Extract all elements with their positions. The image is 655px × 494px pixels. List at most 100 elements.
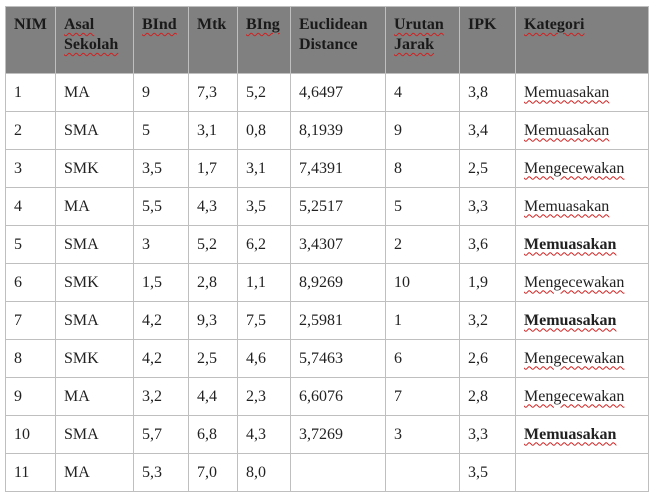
table-cell-text: 9 <box>394 121 402 139</box>
table-row: 11 MA 5,3 7,0 8,0 3,5 <box>5 453 649 492</box>
table-cell-text: 2,8 <box>197 273 217 291</box>
column-header-text: BIng <box>246 16 280 33</box>
column-header: Kategori <box>515 6 649 74</box>
table-cell-text: 9 <box>142 83 150 101</box>
table-cell-text: SMA <box>64 121 99 139</box>
table-cell: Mengecewakan <box>515 149 649 188</box>
table-cell-text: 5 <box>142 121 150 139</box>
table-cell: 3,8 <box>459 73 516 112</box>
table-cell-text: Memuasakan <box>524 311 617 329</box>
table-cell: 11 <box>5 453 56 492</box>
table-cell-text: 3,6 <box>468 235 488 253</box>
table-cell-text: 2 <box>14 121 22 139</box>
column-header: IPK <box>459 6 516 74</box>
table-cell-text: 2,3 <box>246 387 266 405</box>
table-cell-text: 8,1939 <box>299 121 343 139</box>
table-cell-text: 4,2 <box>142 349 162 367</box>
table-cell: 8,1939 <box>290 111 386 150</box>
table-row: 2 SMA 5 3,1 0,8 8,1939 9 3,4 Memuasakan <box>5 111 649 150</box>
table-cell-text: 9 <box>14 387 22 405</box>
table-cell: 2,8 <box>459 377 516 416</box>
table-cell: 2,5981 <box>290 301 386 340</box>
table-cell-text: 1,9 <box>468 273 488 291</box>
table-cell: SMA <box>55 111 134 150</box>
table-cell: 2,5 <box>188 339 238 378</box>
table-cell: 3,5 <box>133 149 189 188</box>
column-header-text: Mtk <box>197 16 227 33</box>
table-header: NIM Asal Sekolah BInd Mtk BIng Euclidean Dist… <box>5 6 649 74</box>
column-header-text: Asal Sekolah <box>64 16 119 53</box>
table-cell: MA <box>55 187 134 226</box>
table-cell-text: SMA <box>64 311 99 329</box>
table-row: 4 MA 5,5 4,3 3,5 5,2517 5 3,3 Memuasakan <box>5 187 649 226</box>
table-cell: 1,1 <box>237 263 291 302</box>
table-cell: MA <box>55 453 134 492</box>
table-cell-text: 8 <box>14 349 22 367</box>
table-cell: 4,4 <box>188 377 238 416</box>
table-cell: 5,2517 <box>290 187 386 226</box>
table-cell-text: 2 <box>394 235 402 253</box>
table-cell-text: SMA <box>64 235 99 253</box>
table-cell: 4,2 <box>133 301 189 340</box>
table-cell-text: 3,1 <box>246 159 266 177</box>
table-cell: 3 <box>133 225 189 264</box>
table-cell-text: 2,5981 <box>299 311 343 329</box>
table-cell: 5,7 <box>133 415 189 454</box>
table-cell-text: 7 <box>14 311 22 329</box>
table-cell: 8,9269 <box>290 263 386 302</box>
table-cell-text: 3,8 <box>468 83 488 101</box>
table-cell-text: 9,3 <box>197 311 217 329</box>
table-cell-text: 8,0 <box>246 463 266 481</box>
table-cell-text: Memuasakan <box>524 197 610 215</box>
table-cell: 4,6 <box>237 339 291 378</box>
table-cell-text: 6,2 <box>246 235 266 253</box>
table-cell-text: 1,1 <box>246 273 266 291</box>
table-cell: Mengecewakan <box>515 377 649 416</box>
table-cell-text: SMK <box>64 273 99 291</box>
table-cell: 6,2 <box>237 225 291 264</box>
table-cell: 1,9 <box>459 263 516 302</box>
table-row: 10 SMA 5,7 6,8 4,3 3,7269 3 3,3 Memuasakan <box>5 415 649 454</box>
table-cell: 6,6076 <box>290 377 386 416</box>
table-cell: 3,4307 <box>290 225 386 264</box>
table-cell-text: 1,5 <box>142 273 162 291</box>
column-header-text: NIM <box>14 16 47 33</box>
table-cell-text: 6 <box>14 273 22 291</box>
table-cell-text: 8,9269 <box>299 273 343 291</box>
table-cell: 3,6 <box>459 225 516 264</box>
table-cell-text: 6,8 <box>197 425 217 443</box>
table-cell-text: 3 <box>142 235 150 253</box>
table-cell: 5 <box>385 187 460 226</box>
table-cell: 6 <box>5 263 56 302</box>
table-cell-text: 8 <box>394 159 402 177</box>
table-row: 9 MA 3,2 4,4 2,3 6,6076 7 2,8 Mengecewakan <box>5 377 649 416</box>
column-header-text: Urutan Jarak <box>394 16 444 53</box>
table-cell-text: SMK <box>64 349 99 367</box>
column-header: Euclidean Distance <box>290 6 386 74</box>
column-header: Urutan Jarak <box>385 6 460 74</box>
table-cell: SMA <box>55 225 134 264</box>
table-cell-text: 2,5 <box>468 159 488 177</box>
table-cell <box>515 453 649 492</box>
table-cell-text: 5,2517 <box>299 197 343 215</box>
table-cell-text: 5 <box>14 235 22 253</box>
table-cell: 9 <box>385 111 460 150</box>
table-cell: 2,8 <box>188 263 238 302</box>
table-cell: 6,8 <box>188 415 238 454</box>
column-header: Mtk <box>188 6 238 74</box>
table-cell: 7,0 <box>188 453 238 492</box>
table-cell-text: 11 <box>14 463 30 481</box>
table-row: 8 SMK 4,2 2,5 4,6 5,7463 6 2,6 Mengecewakan <box>5 339 649 378</box>
table-cell: 8 <box>385 149 460 188</box>
table-cell: 1 <box>5 73 56 112</box>
table-cell-text: MA <box>64 197 90 215</box>
table-cell-text: 4,4 <box>197 387 217 405</box>
table-cell-text: SMA <box>64 425 99 443</box>
table-cell-text: 5,3 <box>142 463 162 481</box>
table-cell: 1 <box>385 301 460 340</box>
table-cell: 5 <box>5 225 56 264</box>
table-cell-text: 6,6076 <box>299 387 343 405</box>
table-cell-text: MA <box>64 387 90 405</box>
table-cell-text: 3,3 <box>468 197 488 215</box>
